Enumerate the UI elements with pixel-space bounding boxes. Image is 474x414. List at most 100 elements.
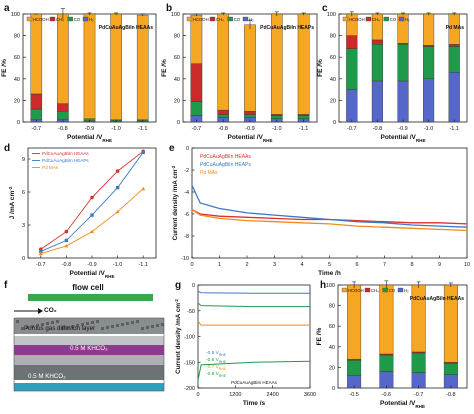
porous-texture xyxy=(81,323,84,326)
stack-outline xyxy=(13,317,165,392)
gas-label: CO₂ xyxy=(44,307,57,314)
panel-annotation: Pd MAs xyxy=(446,25,465,31)
legend-swatch xyxy=(186,16,193,22)
legend-label: H₂ xyxy=(404,288,409,293)
panel-label: f xyxy=(4,280,8,291)
data-point xyxy=(38,251,43,256)
x-tick-label: -0.8 xyxy=(446,392,455,398)
legend-swatch xyxy=(82,16,89,22)
y-tick-label: 20 xyxy=(174,98,180,104)
catholyte-layer xyxy=(14,345,164,355)
bar-segment xyxy=(346,89,358,123)
panel-label: h xyxy=(320,280,326,291)
y-tick-label: 0 xyxy=(17,120,20,126)
legend-label: CO xyxy=(234,17,241,22)
series-line xyxy=(197,320,310,326)
series-line xyxy=(197,290,310,294)
bar-segment xyxy=(371,80,383,123)
porous-texture xyxy=(86,322,89,325)
x-tick-label: 4 xyxy=(300,262,303,268)
bar-segment xyxy=(397,44,409,82)
legend-label: PdCuAuAgBiIn HEAAs xyxy=(200,154,251,160)
y-tick-label: 60 xyxy=(14,55,20,61)
legend-swatch xyxy=(242,16,249,22)
bar-segment xyxy=(347,359,362,376)
x-tick-label: 6 xyxy=(355,262,358,268)
x-tick-label: 10 xyxy=(464,262,470,268)
data-point xyxy=(115,209,120,214)
x-tick-label: -0.8 xyxy=(218,126,227,132)
x-tick-label: -0.6 xyxy=(382,392,391,398)
bar-segment xyxy=(379,284,394,355)
bar-segment xyxy=(397,80,409,123)
x-tick-label: -0.7 xyxy=(414,392,423,398)
x-axis-label: Potential /VRHE xyxy=(69,270,114,279)
legend-label: CO xyxy=(389,288,396,293)
y-axis-label: Current density /mA cm-2 xyxy=(174,299,183,374)
legend-label: Pd MAs xyxy=(42,165,59,170)
y-tick-label: 0 xyxy=(22,256,25,262)
y-tick-label: 40 xyxy=(174,77,180,83)
porous-texture xyxy=(136,320,139,323)
anolyte-layer xyxy=(14,365,164,380)
y-axis-label: FE /% xyxy=(1,59,8,77)
bar-segment xyxy=(57,110,69,121)
y-tick-label: 0 xyxy=(177,120,180,126)
legend-label: PdCuAuAgBiIn HEAPs xyxy=(200,162,251,168)
x-axis-label: Potential /VRHE xyxy=(380,134,425,143)
data-point xyxy=(64,238,69,243)
porous-texture xyxy=(26,326,29,329)
x-tick-label: -0.9 xyxy=(85,126,94,132)
series-line xyxy=(191,185,468,228)
x-tick-label: -0.9 xyxy=(398,126,407,132)
x-tick-label: 5 xyxy=(328,262,331,268)
legend-swatch xyxy=(398,16,405,22)
bar-segment xyxy=(371,44,383,82)
legend-label: H₂ xyxy=(249,17,254,22)
series-line xyxy=(191,209,468,225)
x-tick-label: -1.1 xyxy=(449,126,458,132)
anode-plate xyxy=(14,383,164,391)
bar-segment xyxy=(379,354,394,372)
y-tick-label: 80 xyxy=(14,34,20,40)
y-tick-label: 100 xyxy=(327,12,336,18)
x-tick-label: 3 xyxy=(273,262,276,268)
bar-segment xyxy=(371,39,383,45)
x-tick-label: -0.7 xyxy=(347,126,356,132)
legend-swatch xyxy=(397,287,404,293)
layer-label: Porous gas diffusion layer xyxy=(24,325,95,332)
legend-label: CH₄ xyxy=(371,288,379,293)
x-tick-label: 2 xyxy=(245,262,248,268)
legend-label: CO xyxy=(74,17,81,22)
y-tick-label: -4 xyxy=(184,190,189,196)
porous-texture xyxy=(141,327,144,330)
data-point xyxy=(141,150,145,155)
y-tick-label: -100 xyxy=(184,335,195,341)
y-axis-label: FE /% xyxy=(161,59,168,77)
legend-label: PdCuAuAgBiIn HEAPs xyxy=(42,158,89,163)
bar-segment xyxy=(83,13,96,119)
legend-swatch xyxy=(49,16,56,22)
porous-texture xyxy=(96,320,99,323)
y-tick-label: 3 xyxy=(22,223,25,229)
gas-arrow-head xyxy=(38,308,43,314)
bar-segment xyxy=(244,110,256,115)
y-tick-label: 100 xyxy=(171,12,180,18)
legend-label: -0.6 VRHE xyxy=(206,357,227,364)
y-tick-label: 100 xyxy=(326,283,335,289)
data-point xyxy=(64,229,69,234)
porous-texture xyxy=(91,321,94,324)
porous-texture xyxy=(111,325,114,328)
x-tick-label: 3600 xyxy=(304,392,316,398)
y-tick-label: -50 xyxy=(187,309,195,315)
porous-texture xyxy=(66,326,69,329)
legend-swatch xyxy=(26,16,33,22)
legend-label: HCOOH xyxy=(193,17,209,22)
x-tick-label: -1.1 xyxy=(138,126,147,132)
data-point xyxy=(90,195,94,200)
porous-texture xyxy=(16,320,19,323)
legend-label: HCOOH xyxy=(349,17,365,22)
x-axis-label: Time /s xyxy=(243,400,266,407)
bar-segment xyxy=(448,44,460,47)
